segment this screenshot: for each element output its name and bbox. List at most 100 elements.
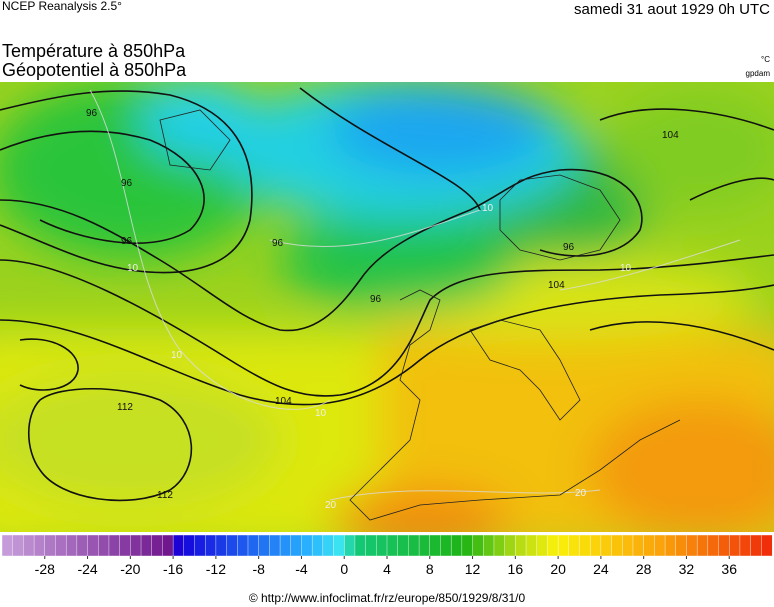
colorbar-cell xyxy=(12,534,24,557)
colorbar-cell xyxy=(386,534,399,557)
colorbar-cell xyxy=(418,534,431,557)
colorbar: -28 -24 -20 -16 -12 -8 -4 0 4 8 12 16 20 24 28 32 36 xyxy=(1,534,773,577)
contour-label: 96 xyxy=(121,236,133,247)
contour-label: 10 xyxy=(620,263,632,274)
contour-label: 112 xyxy=(157,490,173,501)
colorbar-cell xyxy=(707,534,720,557)
colorbar-cell xyxy=(301,534,313,557)
colorbar-cell xyxy=(739,534,752,557)
colorbar-cell xyxy=(664,534,677,557)
colorbar-cell xyxy=(547,534,559,557)
colorbar-cell xyxy=(718,534,730,557)
temperature-contours xyxy=(89,89,741,501)
colorbar-cell xyxy=(493,534,506,557)
colorbar-cell xyxy=(33,534,46,557)
colorbar-tick-label: 24 xyxy=(593,561,609,577)
colorbar-tick-label: -16 xyxy=(163,561,183,577)
colorbar-cell xyxy=(333,534,345,557)
colorbar-cell xyxy=(440,534,452,557)
colorbar-tick-label: -8 xyxy=(252,561,265,577)
colorbar-tick-label: -28 xyxy=(35,561,55,577)
colorbar-cell xyxy=(279,534,292,557)
colorbar-tick-label: 8 xyxy=(426,561,434,577)
contour-label: 20 xyxy=(325,500,337,511)
colorbar-tick-label: 12 xyxy=(465,561,481,577)
contour-label: 112 xyxy=(117,402,133,413)
title-geopotential: Géopotentiel à 850hPa xyxy=(2,60,187,80)
colorbar-tick-label: 32 xyxy=(679,561,695,577)
colorbar-cell xyxy=(76,534,89,557)
colorbar-tick-label: -12 xyxy=(206,561,226,577)
colorbar-cell xyxy=(354,534,367,557)
colorbar-cell xyxy=(130,534,142,557)
colorbar-tick-label: 4 xyxy=(383,561,391,577)
colorbar-cell xyxy=(515,534,527,557)
colorbar-cell xyxy=(461,534,474,557)
colorbar-cell xyxy=(290,534,302,557)
colorbar-cell xyxy=(589,534,602,557)
colorbar-tick-label: 28 xyxy=(636,561,652,577)
contour-label: 104 xyxy=(548,280,565,291)
colorbar-cell xyxy=(65,534,78,557)
colorbar-cell xyxy=(568,534,580,557)
colorbar-tick-label: 0 xyxy=(340,561,348,577)
colorbar-cell xyxy=(504,534,516,557)
colorbar-cell xyxy=(204,534,217,557)
contour-labels: 96 96 96 96 96 96 104 104 104 112 112 10… xyxy=(86,108,679,511)
colorbar-cell xyxy=(729,534,741,557)
colorbar-tick-label: -4 xyxy=(295,561,308,577)
colorbar-cell xyxy=(611,534,623,557)
colorbar-cell xyxy=(247,534,260,557)
source-label: NCEP Reanalysis 2.5° xyxy=(2,0,122,13)
colorbar-cell xyxy=(322,534,335,557)
colorbar-cell xyxy=(472,534,484,557)
colorbar-cell xyxy=(557,534,570,557)
unit-geopotential: gpdam xyxy=(746,69,771,78)
colorbar-cell xyxy=(108,534,121,557)
colorbar-cell xyxy=(654,534,666,557)
contour-label: 20 xyxy=(575,488,587,499)
date-label: samedi 31 aout 1929 0h UTC xyxy=(574,1,770,18)
colorbar-cell xyxy=(183,534,196,557)
colorbar-cell xyxy=(269,534,281,557)
colorbar-cell xyxy=(525,534,538,557)
colorbar-cell xyxy=(344,534,356,557)
colorbar-cell xyxy=(172,534,185,557)
contour-label: 96 xyxy=(86,108,98,119)
colorbar-cell xyxy=(450,534,463,557)
contour-label: 96 xyxy=(272,238,284,249)
colorbar-tick-label: -24 xyxy=(77,561,97,577)
colorbar-cell xyxy=(675,534,687,557)
colorbar-cell xyxy=(376,534,388,557)
colorbar-cell xyxy=(119,534,131,557)
colorbar-cell xyxy=(194,534,206,557)
colorbar-cell xyxy=(761,534,773,557)
colorbar-cell xyxy=(365,534,377,557)
colorbar-cell xyxy=(215,534,228,557)
colorbar-cell xyxy=(429,534,441,557)
footer-url: © http://www.infoclimat.fr/rz/europe/850… xyxy=(249,591,526,605)
contour-label: 10 xyxy=(171,350,183,361)
colorbar-cell xyxy=(397,534,409,557)
contour-label: 10 xyxy=(127,263,139,274)
colorbar-cell xyxy=(87,534,99,557)
unit-temperature: °C xyxy=(761,55,770,64)
colorbar-cell xyxy=(151,534,163,557)
colorbar-cell xyxy=(750,534,762,557)
map xyxy=(0,82,774,532)
contour-label: 10 xyxy=(482,203,494,214)
colorbar-cell xyxy=(55,534,67,557)
colorbar-cell xyxy=(258,534,270,557)
contour-label: 96 xyxy=(121,178,133,189)
colorbar-cell xyxy=(643,534,655,557)
colorbar-cell xyxy=(226,534,238,557)
colorbar-tick-label: -20 xyxy=(120,561,140,577)
contour-label: 104 xyxy=(275,396,292,407)
colorbar-cell xyxy=(23,534,35,557)
coastlines xyxy=(159,109,681,521)
colorbar-cell xyxy=(622,534,634,557)
colorbar-cell xyxy=(162,534,174,557)
contour-label: 10 xyxy=(315,408,327,419)
